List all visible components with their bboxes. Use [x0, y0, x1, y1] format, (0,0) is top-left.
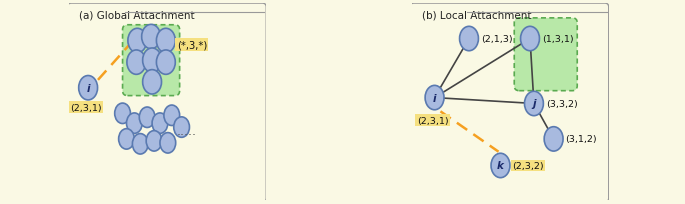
Text: (2,1,3): (2,1,3)	[481, 35, 512, 44]
Ellipse shape	[132, 134, 148, 154]
Ellipse shape	[521, 27, 540, 51]
Ellipse shape	[142, 25, 160, 50]
Ellipse shape	[142, 49, 162, 73]
Text: (2,3,1): (2,3,1)	[416, 116, 449, 125]
Text: (1,3,1): (1,3,1)	[542, 35, 573, 44]
Ellipse shape	[156, 29, 175, 53]
Ellipse shape	[128, 29, 147, 53]
Ellipse shape	[127, 113, 142, 134]
Text: j: j	[532, 99, 536, 109]
FancyBboxPatch shape	[67, 4, 266, 202]
Ellipse shape	[525, 92, 543, 116]
Ellipse shape	[460, 27, 478, 51]
FancyBboxPatch shape	[514, 19, 577, 91]
Text: (b) Local Attachment: (b) Local Attachment	[422, 11, 532, 21]
Ellipse shape	[174, 117, 190, 138]
Ellipse shape	[142, 70, 162, 95]
Text: i: i	[86, 83, 90, 93]
Text: (2,3,2): (2,3,2)	[512, 161, 544, 170]
Ellipse shape	[164, 105, 179, 126]
Text: (3,3,2): (3,3,2)	[546, 100, 577, 109]
Ellipse shape	[119, 129, 134, 149]
Ellipse shape	[425, 86, 444, 110]
Text: (a) Global Attachment: (a) Global Attachment	[79, 11, 195, 21]
Text: k: k	[497, 161, 504, 171]
Text: (*,3,*): (*,3,*)	[177, 40, 207, 50]
Ellipse shape	[114, 104, 130, 124]
Ellipse shape	[127, 51, 146, 75]
Ellipse shape	[491, 153, 510, 178]
Ellipse shape	[146, 131, 162, 151]
FancyBboxPatch shape	[123, 26, 179, 96]
Ellipse shape	[79, 76, 97, 100]
Text: ·····: ·····	[177, 129, 197, 142]
Text: i: i	[433, 93, 436, 103]
Text: (2,3,1): (2,3,1)	[71, 103, 102, 112]
Ellipse shape	[139, 108, 155, 128]
Ellipse shape	[160, 133, 175, 153]
Text: (3,1,2): (3,1,2)	[565, 135, 597, 144]
Ellipse shape	[152, 113, 168, 134]
Ellipse shape	[156, 51, 175, 75]
FancyBboxPatch shape	[410, 4, 609, 202]
Ellipse shape	[544, 127, 563, 151]
